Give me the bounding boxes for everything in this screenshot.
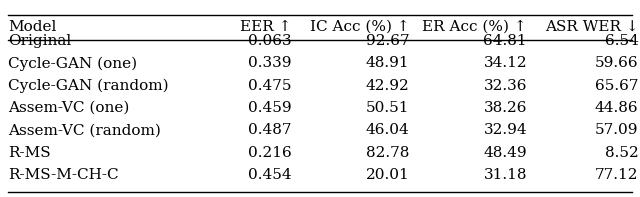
Text: 0.475: 0.475 bbox=[248, 79, 291, 93]
Text: Original: Original bbox=[8, 34, 71, 48]
Text: 82.78: 82.78 bbox=[366, 146, 409, 160]
Text: EER ↑: EER ↑ bbox=[240, 20, 291, 34]
Text: ER Acc (%) ↑: ER Acc (%) ↑ bbox=[422, 20, 527, 34]
Text: 31.18: 31.18 bbox=[484, 168, 527, 182]
Text: 57.09: 57.09 bbox=[595, 123, 639, 137]
Text: 64.81: 64.81 bbox=[483, 34, 527, 48]
Text: IC Acc (%) ↑: IC Acc (%) ↑ bbox=[310, 20, 409, 34]
Text: 0.339: 0.339 bbox=[248, 57, 291, 71]
Text: 0.454: 0.454 bbox=[248, 168, 291, 182]
Text: 32.36: 32.36 bbox=[484, 79, 527, 93]
Text: Cycle-GAN (one): Cycle-GAN (one) bbox=[8, 56, 137, 71]
Text: 34.12: 34.12 bbox=[483, 57, 527, 71]
Text: 32.94: 32.94 bbox=[483, 123, 527, 137]
Text: 0.459: 0.459 bbox=[248, 101, 291, 115]
Text: Assem-VC (random): Assem-VC (random) bbox=[8, 123, 161, 137]
Text: R-MS-M-CH-C: R-MS-M-CH-C bbox=[8, 168, 118, 182]
Text: 59.66: 59.66 bbox=[595, 57, 639, 71]
Text: 46.04: 46.04 bbox=[365, 123, 409, 137]
Text: 50.51: 50.51 bbox=[365, 101, 409, 115]
Text: Cycle-GAN (random): Cycle-GAN (random) bbox=[8, 79, 168, 93]
Text: Assem-VC (one): Assem-VC (one) bbox=[8, 101, 129, 115]
Text: 92.67: 92.67 bbox=[365, 34, 409, 48]
Text: 0.487: 0.487 bbox=[248, 123, 291, 137]
Text: 0.216: 0.216 bbox=[248, 146, 291, 160]
Text: R-MS: R-MS bbox=[8, 146, 51, 160]
Text: 44.86: 44.86 bbox=[595, 101, 639, 115]
Text: 65.67: 65.67 bbox=[595, 79, 639, 93]
Text: 6.54: 6.54 bbox=[605, 34, 639, 48]
Text: ASR WER ↓: ASR WER ↓ bbox=[545, 20, 639, 34]
Text: 42.92: 42.92 bbox=[365, 79, 409, 93]
Text: 48.49: 48.49 bbox=[483, 146, 527, 160]
Text: 38.26: 38.26 bbox=[484, 101, 527, 115]
Text: 48.91: 48.91 bbox=[365, 57, 409, 71]
Text: 77.12: 77.12 bbox=[595, 168, 639, 182]
Text: Model: Model bbox=[8, 20, 56, 34]
Text: 0.063: 0.063 bbox=[248, 34, 291, 48]
Text: 8.52: 8.52 bbox=[605, 146, 639, 160]
Text: 20.01: 20.01 bbox=[365, 168, 409, 182]
